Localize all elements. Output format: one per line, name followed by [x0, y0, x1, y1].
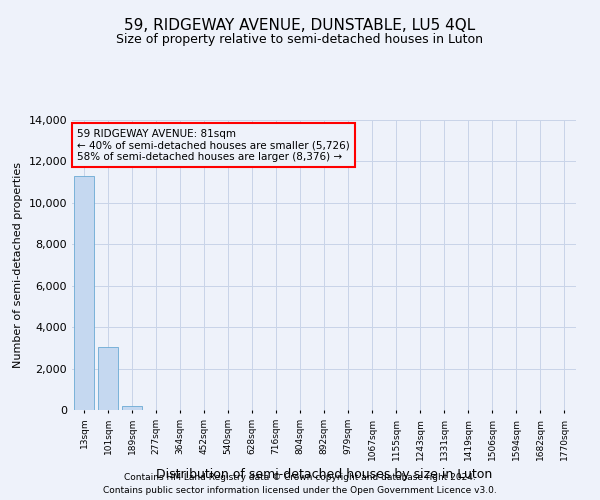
Text: 59, RIDGEWAY AVENUE, DUNSTABLE, LU5 4QL: 59, RIDGEWAY AVENUE, DUNSTABLE, LU5 4QL [124, 18, 476, 32]
Text: Size of property relative to semi-detached houses in Luton: Size of property relative to semi-detach… [116, 32, 484, 46]
Bar [98, 347, 118, 410]
Text: Contains public sector information licensed under the Open Government Licence v3: Contains public sector information licen… [103, 486, 497, 495]
Bar [74, 176, 94, 410]
Text: Contains HM Land Registry data © Crown copyright and database right 2024.: Contains HM Land Registry data © Crown c… [124, 474, 476, 482]
X-axis label: Distribution of semi-detached houses by size in Luton: Distribution of semi-detached houses by … [156, 468, 492, 481]
Y-axis label: Number of semi-detached properties: Number of semi-detached properties [13, 162, 23, 368]
Text: 59 RIDGEWAY AVENUE: 81sqm
← 40% of semi-detached houses are smaller (5,726)
58% : 59 RIDGEWAY AVENUE: 81sqm ← 40% of semi-… [77, 128, 350, 162]
Bar [122, 406, 142, 410]
